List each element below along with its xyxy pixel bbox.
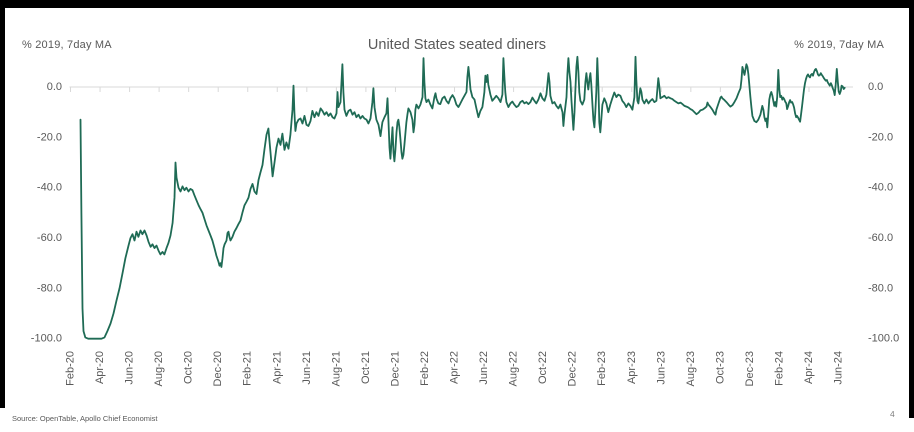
x-tick-label: Apr-21 xyxy=(271,351,283,384)
x-tick-label: Feb-22 xyxy=(419,351,431,386)
y-tick-label-left: -100.0 xyxy=(31,333,62,345)
y-tick-label-left: -20.0 xyxy=(37,131,62,143)
x-tick-label: Feb-20 xyxy=(65,351,77,386)
x-tick-label: Oct-22 xyxy=(537,351,549,384)
source-note: Source: OpenTable, Apollo Chief Economis… xyxy=(12,414,158,423)
y-tick-label-right: 0.0 xyxy=(868,81,883,93)
x-tick-label: Aug-22 xyxy=(508,351,520,386)
seated-diners-series-line xyxy=(79,55,846,340)
left-border-bar xyxy=(0,0,5,408)
x-tick-label: Jun-24 xyxy=(833,351,845,385)
y-tick-label-left: -60.0 xyxy=(37,232,62,244)
x-tick-label: Jun-23 xyxy=(655,351,667,385)
chart-title: United States seated diners xyxy=(367,37,547,53)
x-tick-label: Dec-22 xyxy=(567,351,579,386)
left-axis-unit-label: % 2019, 7day MA xyxy=(22,39,112,51)
y-tick-label-right: -40.0 xyxy=(868,182,893,194)
y-tick-label-right: -20.0 xyxy=(868,131,893,143)
x-tick-label: Oct-20 xyxy=(183,351,195,384)
x-tick-label: Apr-23 xyxy=(626,351,638,384)
x-tick-label: Jun-22 xyxy=(478,351,490,385)
right-border-bar xyxy=(909,0,914,418)
y-tick-label-right: -100.0 xyxy=(868,333,899,345)
y-tick-label-right: -60.0 xyxy=(868,232,893,244)
x-tick-label: Dec-21 xyxy=(389,351,401,386)
x-tick-label: Feb-24 xyxy=(773,351,785,386)
right-axis-unit-label: % 2019, 7day MA xyxy=(794,39,884,51)
x-tick-label: Feb-21 xyxy=(242,351,254,386)
x-tick-label: Feb-23 xyxy=(596,351,608,386)
x-tick-label: Oct-23 xyxy=(714,351,726,384)
y-tick-label-left: -40.0 xyxy=(37,182,62,194)
x-tick-label: Aug-23 xyxy=(685,351,697,386)
x-tick-label: Dec-23 xyxy=(744,351,756,386)
y-tick-label-right: -80.0 xyxy=(868,282,893,294)
x-tick-label: Dec-20 xyxy=(212,351,224,386)
x-tick-label: Aug-21 xyxy=(330,351,342,386)
y-tick-label-left: -80.0 xyxy=(37,282,62,294)
x-tick-label: Jun-20 xyxy=(124,351,136,385)
x-tick-label: Aug-20 xyxy=(153,351,165,386)
top-border-bar xyxy=(0,0,914,8)
x-tick-label: Apr-24 xyxy=(803,351,815,384)
y-tick-label-left: 0.0 xyxy=(47,81,62,93)
page-number: 4 xyxy=(890,409,895,419)
x-tick-label: Apr-22 xyxy=(449,351,461,384)
x-tick-label: Apr-20 xyxy=(94,351,106,384)
x-tick-label: Oct-21 xyxy=(360,351,372,384)
x-tick-label: Jun-21 xyxy=(301,351,313,385)
